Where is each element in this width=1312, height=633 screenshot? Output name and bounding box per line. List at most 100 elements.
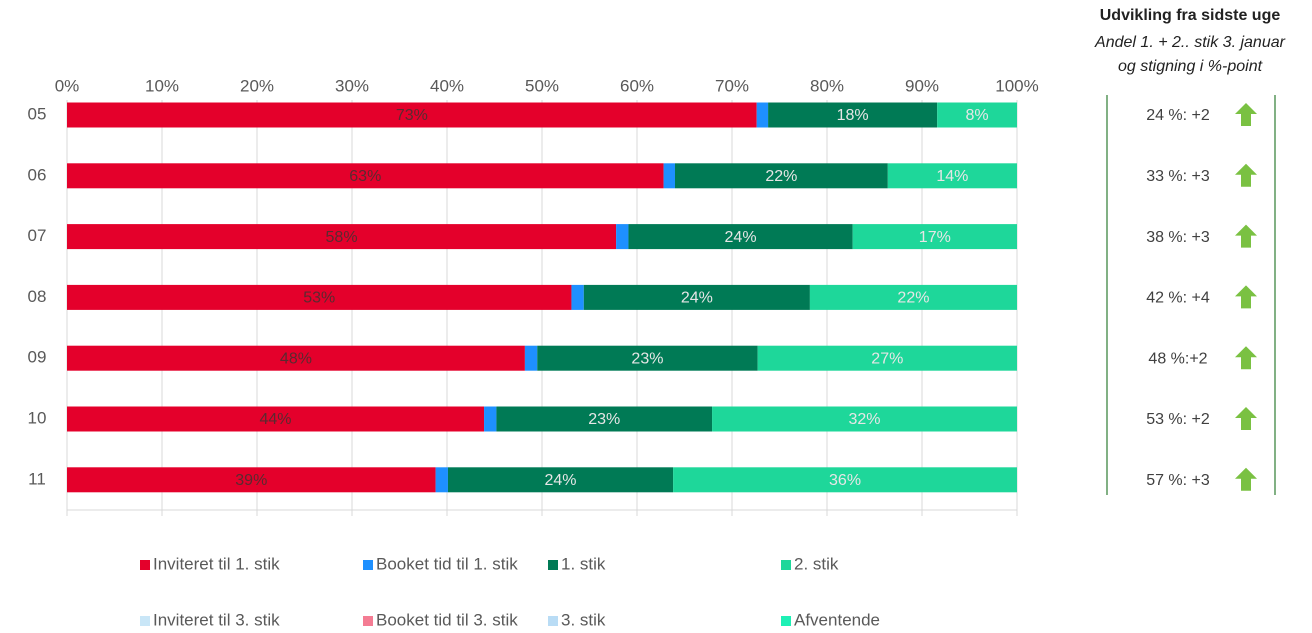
- legend-label: Booket tid til 1. stik: [376, 554, 518, 573]
- bar-segment: [67, 224, 617, 250]
- side-row: 33 %: +3: [1146, 168, 1210, 185]
- legend-label: 2. stik: [794, 554, 839, 573]
- data-label: 27%: [871, 350, 903, 367]
- data-label: 73%: [396, 107, 428, 124]
- up-arrow: [1235, 285, 1257, 309]
- side-row: 42 %: +4: [1146, 290, 1210, 307]
- data-label: 22%: [897, 290, 929, 307]
- legend-label: Inviteret til 1. stik: [153, 554, 280, 573]
- bar-segment: [67, 345, 525, 371]
- legend-swatch: [548, 616, 558, 626]
- bar-segment: [673, 467, 1017, 493]
- bar-segment: [852, 224, 1017, 250]
- bar-segment: [887, 163, 1017, 189]
- legend-label: 1. stik: [561, 554, 606, 573]
- up-arrow: [1235, 103, 1257, 126]
- data-label: 24%: [681, 290, 713, 307]
- bar-segment: [809, 284, 1017, 310]
- category-label: 07: [28, 226, 47, 245]
- side-row: 38 %: +3: [1146, 229, 1210, 246]
- legend-label: Inviteret til 3. stik: [153, 610, 280, 629]
- legend-label: 3. stik: [561, 610, 606, 629]
- bar-segment: [663, 163, 675, 189]
- up-arrow: [1235, 224, 1257, 248]
- x-tick-label: 30%: [335, 76, 369, 95]
- bar-segment: [768, 102, 938, 128]
- data-label: 48%: [280, 350, 312, 367]
- legend-swatch: [781, 560, 791, 570]
- data-label: 14%: [936, 168, 968, 185]
- bar-segment: [937, 102, 1017, 128]
- data-label: 8%: [966, 107, 989, 124]
- side-title: Udvikling fra sidste uge: [1100, 7, 1281, 24]
- side-row: 24 %: +2: [1146, 107, 1210, 124]
- data-label: 53%: [303, 290, 335, 307]
- up-arrow: [1235, 407, 1257, 430]
- bar-segment: [484, 406, 497, 432]
- x-tick-label: 0%: [55, 76, 80, 95]
- bar-segment: [712, 406, 1017, 432]
- data-label: 39%: [235, 472, 267, 489]
- data-label: 23%: [588, 411, 620, 428]
- bar-segment: [67, 406, 485, 432]
- x-tick-label: 100%: [995, 76, 1038, 95]
- bar-segment: [67, 102, 757, 128]
- legend-swatch: [140, 616, 150, 626]
- bar-segment: [756, 102, 769, 128]
- up-arrow: [1235, 467, 1257, 491]
- legend-swatch: [781, 616, 791, 626]
- side-subtitle: Andel 1. + 2.. stik 3. januar: [1094, 34, 1286, 51]
- bar-segment: [616, 224, 629, 250]
- bar-segment: [675, 163, 888, 189]
- x-tick-label: 70%: [715, 76, 749, 95]
- bar-segment: [583, 284, 810, 310]
- data-label: 18%: [837, 107, 869, 124]
- x-tick-label: 90%: [905, 76, 939, 95]
- bar-segment: [447, 467, 674, 493]
- x-tick-label: 20%: [240, 76, 274, 95]
- x-tick-label: 60%: [620, 76, 654, 95]
- bar-segment: [524, 345, 538, 371]
- side-row: 57 %: +3: [1146, 472, 1210, 489]
- data-label: 22%: [765, 168, 797, 185]
- bar-segment: [537, 345, 758, 371]
- data-label: 63%: [349, 168, 381, 185]
- bar-segment: [757, 345, 1017, 371]
- bar-segment: [628, 224, 853, 250]
- category-label: 06: [28, 165, 47, 184]
- data-label: 36%: [829, 472, 861, 489]
- data-label: 44%: [260, 411, 292, 428]
- data-label: 23%: [631, 350, 663, 367]
- data-label: 32%: [849, 411, 881, 428]
- legend-label: Afventende: [794, 610, 880, 629]
- up-arrow: [1235, 346, 1257, 370]
- legend-label: Booket tid til 3. stik: [376, 610, 518, 629]
- side-row: 53 %: +2: [1146, 411, 1210, 428]
- bar-segment: [67, 284, 572, 310]
- legend-swatch: [363, 616, 373, 626]
- category-label: 05: [28, 104, 47, 123]
- bar-segment: [571, 284, 584, 310]
- side-subtitle: og stigning i %-point: [1118, 58, 1263, 75]
- x-tick-label: 80%: [810, 76, 844, 95]
- data-label: 24%: [725, 229, 757, 246]
- bar-segment: [435, 467, 448, 493]
- side-row: 48 %:+2: [1148, 350, 1207, 367]
- bar-segment: [67, 163, 664, 189]
- category-label: 10: [28, 408, 47, 427]
- data-label: 24%: [545, 472, 577, 489]
- x-tick-label: 50%: [525, 76, 559, 95]
- data-label: 17%: [919, 229, 951, 246]
- x-tick-label: 40%: [430, 76, 464, 95]
- x-tick-label: 10%: [145, 76, 179, 95]
- data-label: 58%: [326, 229, 358, 246]
- up-arrow: [1235, 163, 1257, 187]
- category-label: 11: [28, 469, 46, 488]
- bar-segment: [496, 406, 713, 432]
- legend-swatch: [363, 560, 373, 570]
- category-label: 08: [28, 287, 47, 306]
- category-label: 09: [28, 348, 47, 367]
- legend-swatch: [140, 560, 150, 570]
- bar-segment: [67, 467, 436, 493]
